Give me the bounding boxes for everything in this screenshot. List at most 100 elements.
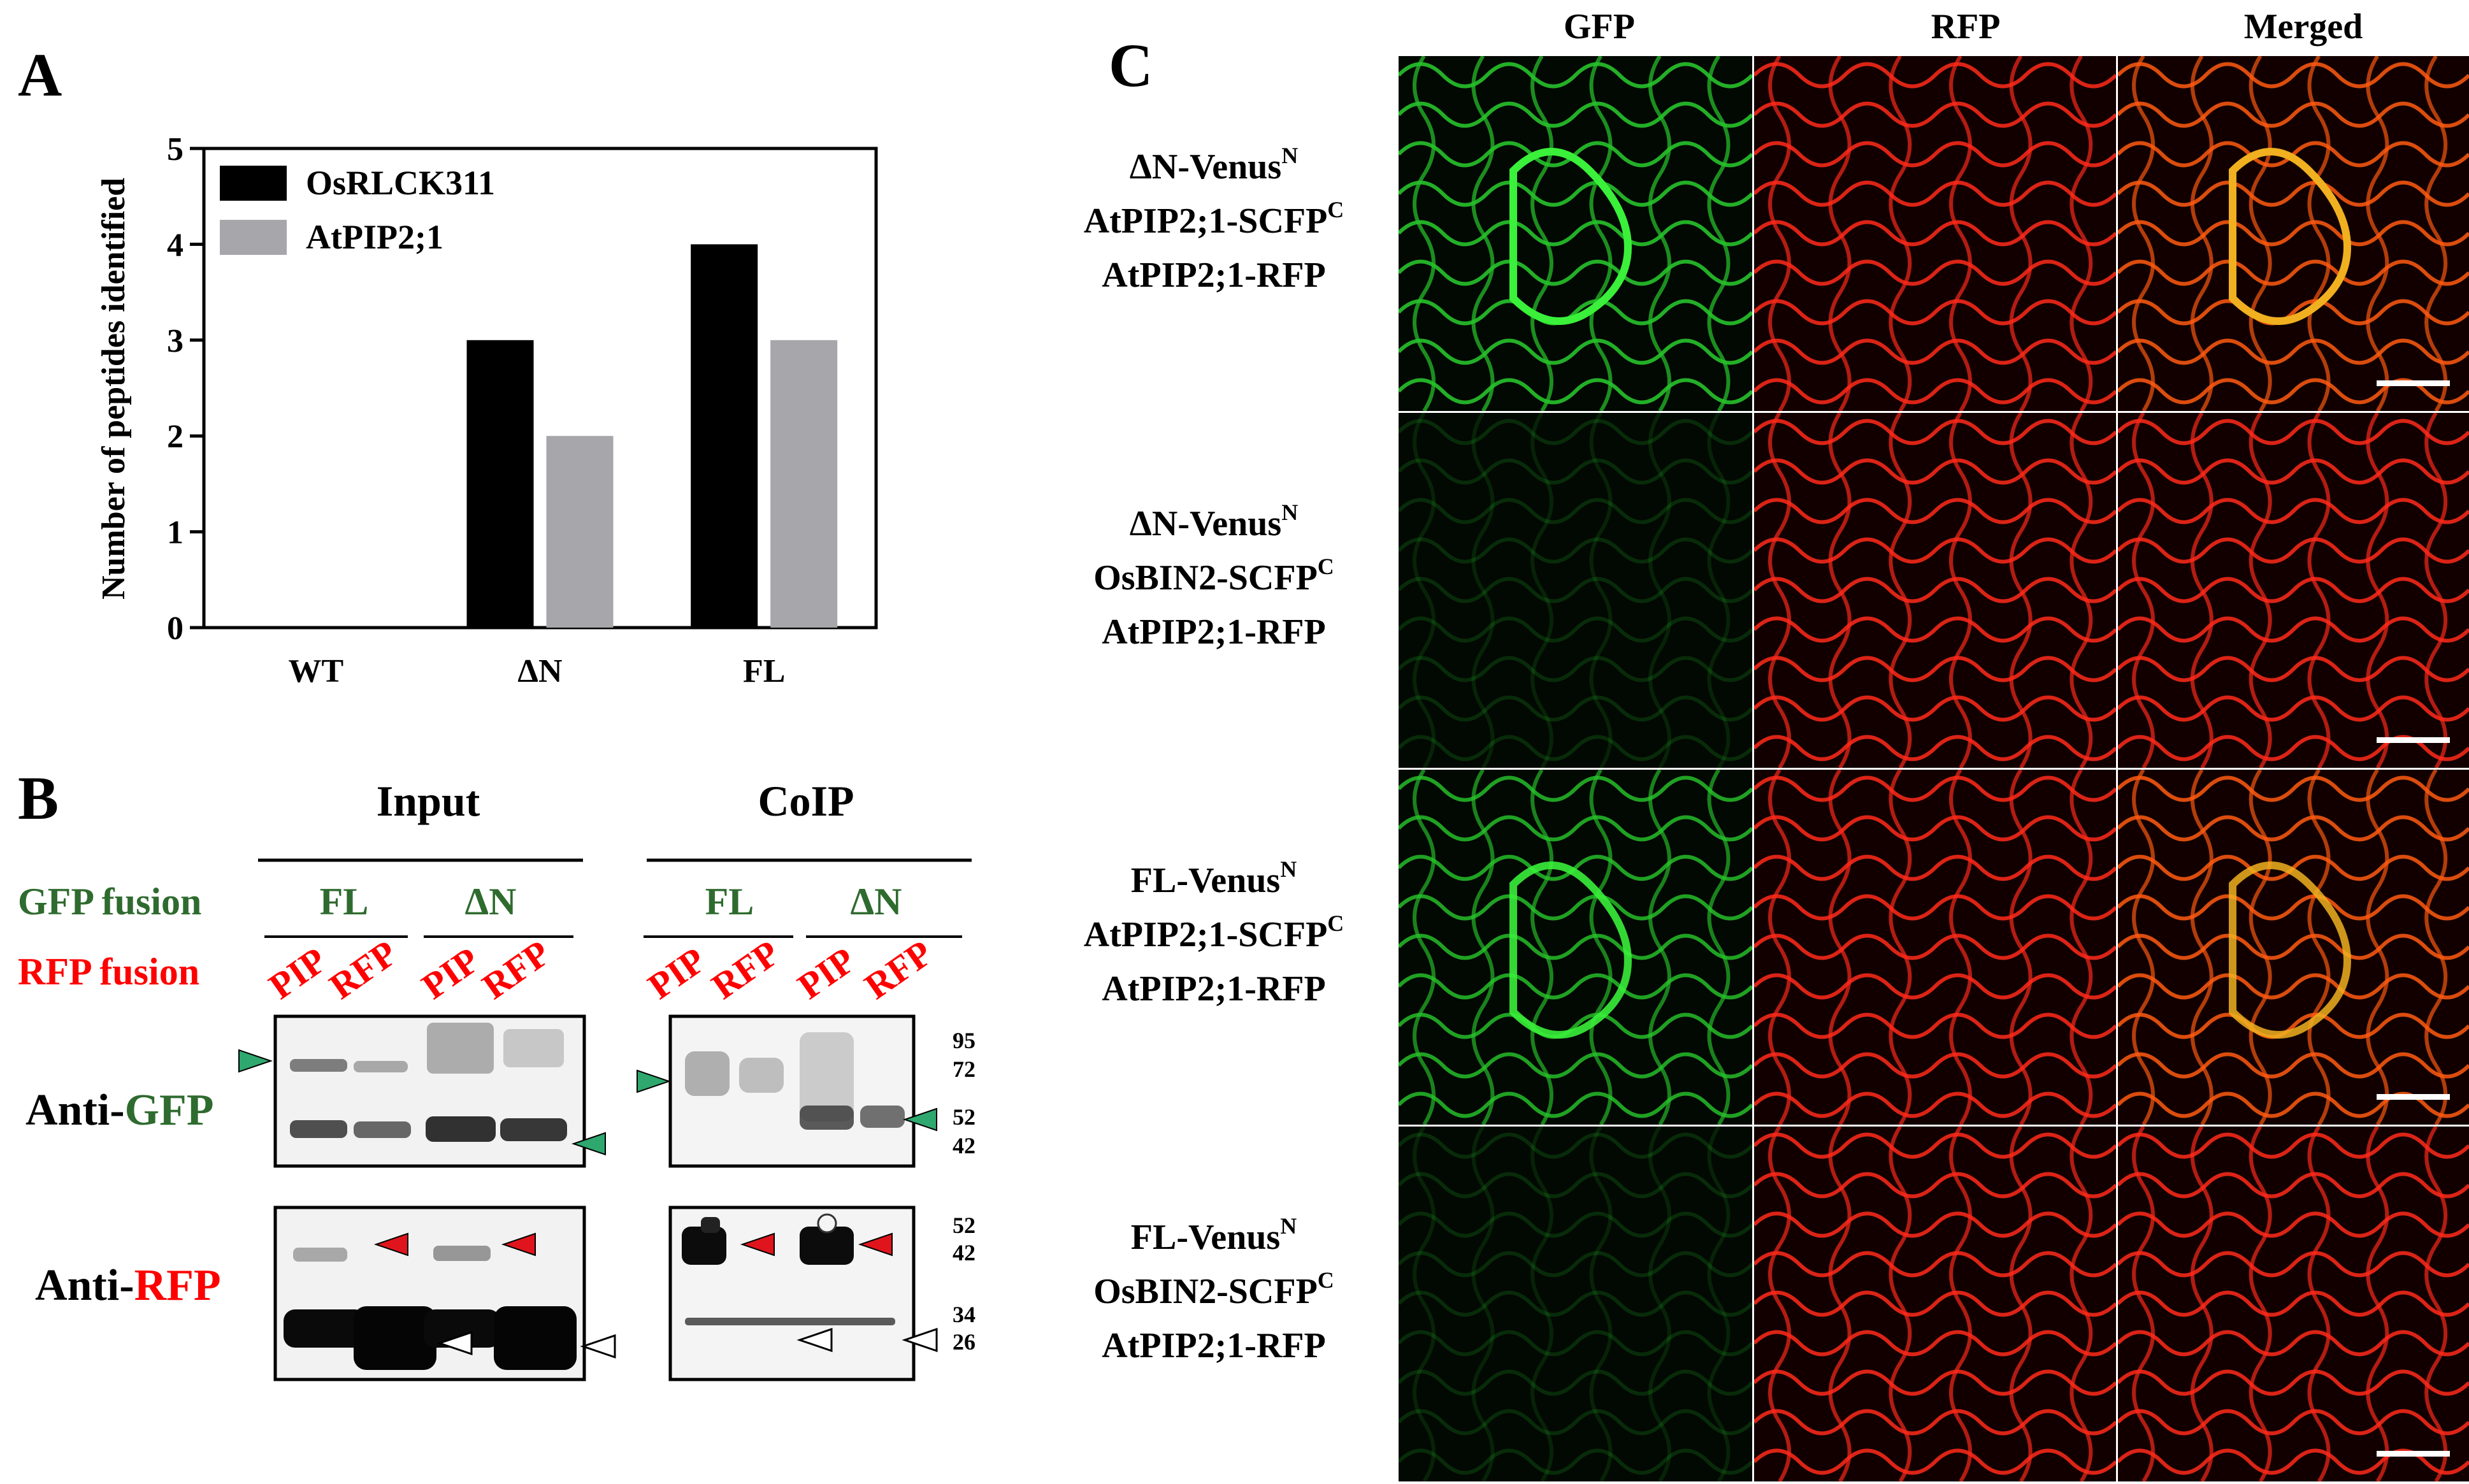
cell-outline-layer: [1754, 413, 2116, 768]
construct-name: AtPIP2;1-RFP: [1102, 256, 1325, 295]
anti-gfp-label: Anti-GFP: [25, 1086, 214, 1135]
yellow-overlap-region: [2229, 861, 2352, 1039]
construct-label-row-3-line1: FL-VenusN: [1131, 856, 1297, 900]
arrow-red-coip-2: [858, 1232, 893, 1257]
coip-group-fl: FL: [705, 881, 754, 923]
input-label: Input: [377, 777, 480, 825]
peptide-bar-chart: Number of peptides identified 0 1 2 3 4 5 WT Δ…: [96, 131, 878, 689]
chart-plot-frame: [202, 147, 878, 630]
construct-superscript: N: [1280, 1213, 1297, 1239]
scale-bar: [2377, 1094, 2450, 1100]
construct-label-row-2-line1: ΔN-VenusN: [1130, 500, 1298, 544]
cell-outline-layer: [2118, 56, 2469, 411]
cell-outline-layer: [1399, 770, 1752, 1125]
construct-label-row-1-line2: AtPIP2;1-SCFPC: [1084, 197, 1344, 241]
blot-input-anti-gfp: [273, 1014, 586, 1168]
construct-name: AtPIP2;1-SCFP: [1084, 201, 1328, 241]
construct-name: AtPIP2;1-RFP: [1102, 969, 1325, 1009]
legend-label: AtPIP2;1: [306, 218, 443, 256]
x-tick-label: ΔN: [517, 653, 562, 689]
lane-label-input-dn-rfp: RFP: [475, 932, 558, 1007]
gfp-fusion-label: GFP fusion: [18, 881, 201, 923]
anti-gfp-target: GFP: [125, 1086, 214, 1135]
y-tick-label: 1: [167, 515, 184, 551]
scale-bar: [2377, 737, 2450, 743]
construct-label-row-1-line3: AtPIP2;1-RFP: [1102, 256, 1325, 295]
construct-superscript: N: [1281, 143, 1298, 168]
x-tick-label: WT: [288, 653, 343, 689]
cell-outline-layer: [1399, 1127, 1752, 1481]
blot-coip-anti-rfp: [668, 1206, 916, 1381]
y-tick-label: 4: [167, 227, 184, 263]
arrow-white-input-1: [436, 1330, 473, 1356]
cell-outline-layer: [2118, 413, 2469, 768]
construct-label-row-3-line2: AtPIP2;1-SCFPC: [1084, 911, 1344, 955]
construct-label-row-4-line2: OsBIN2-SCFPC: [1093, 1267, 1334, 1311]
anti-gfp-prefix: Anti-: [25, 1086, 125, 1135]
lane-label-coip-dn-pip: PIP: [790, 939, 863, 1007]
panel-c-letter: C: [1109, 31, 1153, 99]
y-tick-label: 0: [167, 610, 184, 647]
lane-label-coip-fl-pip: PIP: [640, 939, 713, 1007]
scale-bar: [2377, 1451, 2450, 1457]
blot-input-anti-rfp: [273, 1206, 586, 1381]
cell-outline-layer: [1399, 56, 1752, 411]
arrow-white-input-2: [580, 1334, 616, 1359]
construct-name: AtPIP2;1-RFP: [1102, 1326, 1325, 1365]
arrow-green-coip-right: [902, 1107, 937, 1132]
bright-gfp-cell: [1509, 861, 1632, 1039]
bar-atpip2-1-3: [770, 340, 838, 628]
rfp-marker-34: 34: [953, 1302, 975, 1327]
y-axis-label: Number of peptides identified: [96, 178, 132, 600]
input-group-fl: FL: [320, 881, 369, 923]
gfp-marker-42: 42: [953, 1133, 975, 1158]
lane-label-input-fl-rfp: RFP: [322, 932, 405, 1007]
construct-label-row-4-line1: FL-VenusN: [1131, 1213, 1297, 1257]
arrow-white-coip-1: [796, 1327, 833, 1353]
construct-superscript: N: [1281, 500, 1298, 525]
blot-coip-anti-gfp: [668, 1014, 916, 1168]
construct-name: OsBIN2-SCFP: [1093, 558, 1318, 598]
micrograph-gfp-row-2: [1399, 413, 1752, 768]
arrow-red-coip-1: [740, 1232, 775, 1257]
y-tick-label: 5: [167, 131, 184, 168]
arrow-green-input-bottom: [571, 1132, 606, 1156]
column-header-merged: Merged: [2244, 7, 2363, 47]
coip-group-dn: ΔN: [851, 881, 902, 923]
cell-outline-layer: [1399, 413, 1752, 768]
construct-name: ΔN-Venus: [1130, 147, 1281, 187]
construct-label-row-1-line1: ΔN-VenusN: [1130, 143, 1298, 187]
legend-swatch: [220, 166, 287, 201]
construct-name: AtPIP2;1-RFP: [1102, 612, 1325, 652]
rfp-fusion-label: RFP fusion: [18, 951, 199, 993]
cell-outline-layer: [1754, 56, 2116, 411]
arrow-green-input-top: [238, 1049, 273, 1073]
cell-outline-layer: [2118, 770, 2469, 1125]
y-tick-label: 2: [167, 419, 184, 455]
column-header-rfp: RFP: [1931, 7, 2001, 47]
scale-bar: [2377, 380, 2450, 386]
cell-outline-layer: [1754, 1127, 2116, 1481]
yellow-overlap-region: [2229, 148, 2352, 325]
construct-superscript: C: [1318, 554, 1334, 579]
y-tick-label: 3: [167, 323, 184, 359]
rfp-marker-26: 26: [953, 1329, 975, 1355]
anti-rfp-target: RFP: [134, 1261, 221, 1310]
lane-label-coip-dn-rfp: RFP: [857, 932, 940, 1007]
anti-rfp-prefix: Anti-: [35, 1261, 134, 1310]
panel-a-letter: A: [18, 41, 62, 109]
construct-label-row-3-line3: AtPIP2;1-RFP: [1102, 969, 1325, 1009]
coip-label: CoIP: [758, 777, 854, 825]
rfp-marker-42: 42: [953, 1240, 975, 1265]
bright-gfp-cell: [1509, 148, 1632, 325]
construct-superscript: C: [1327, 197, 1344, 222]
construct-name: FL-Venus: [1131, 1218, 1280, 1257]
construct-superscript: C: [1318, 1267, 1334, 1293]
gfp-marker-95: 95: [953, 1028, 975, 1053]
bar-atpip2-1-2: [546, 436, 614, 628]
panel-b-letter: B: [18, 764, 59, 832]
legend-label: OsRLCK311: [306, 164, 495, 202]
bar-osrlck311-3: [691, 244, 758, 628]
construct-label-row-4-line3: AtPIP2;1-RFP: [1102, 1326, 1325, 1365]
